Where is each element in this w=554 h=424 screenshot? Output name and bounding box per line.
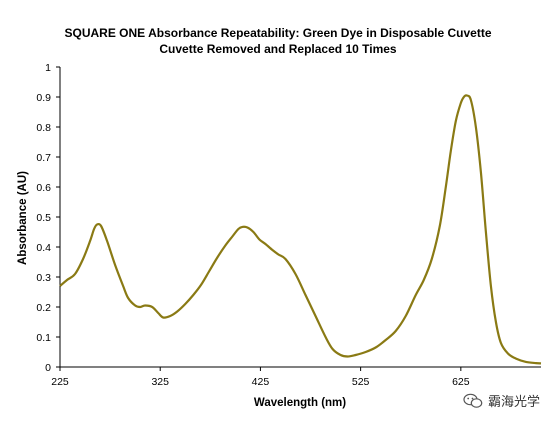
y-tick-label: 1 [45,62,51,74]
chart-subtitle: Cuvette Removed and Replaced 10 Times [159,42,397,56]
x-tick-label: 525 [352,376,370,388]
y-tick-label: 0.8 [36,122,51,134]
y-tick-label: 0.4 [36,242,51,254]
watermark: 霸海光学 [463,391,540,410]
x-tick-label: 225 [51,376,69,388]
series-group [59,94,542,365]
y-tick-label: 0.5 [36,212,51,224]
x-tick-label: 625 [452,376,470,388]
y-tick-label: 0.2 [36,302,51,314]
y-axis-label: Absorbance (AU) [17,171,29,265]
y-tick-label: 0.7 [36,152,51,164]
wechat-icon [463,393,483,408]
x-tick-label: 425 [252,376,270,388]
y-tick-label: 0.9 [36,92,51,104]
x-tick-label: 325 [151,376,169,388]
x-axis-ticks: 225 325 425 525 625 [51,367,470,388]
chart-title: SQUARE ONE Absorbance Repeatability: Gre… [65,26,492,40]
series-line [59,94,542,365]
y-tick-label: 0 [45,362,51,374]
y-axis-ticks: 0 0.1 0.2 0.3 0.4 0.5 0.6 0.7 0.8 0.9 1 [36,62,60,374]
y-tick-label: 0.6 [36,182,51,194]
watermark-text: 霸海光学 [487,395,540,410]
x-axis-label: Wavelength (nm) [254,397,346,409]
y-tick-label: 0.3 [36,272,51,284]
y-tick-label: 0.1 [36,332,51,344]
